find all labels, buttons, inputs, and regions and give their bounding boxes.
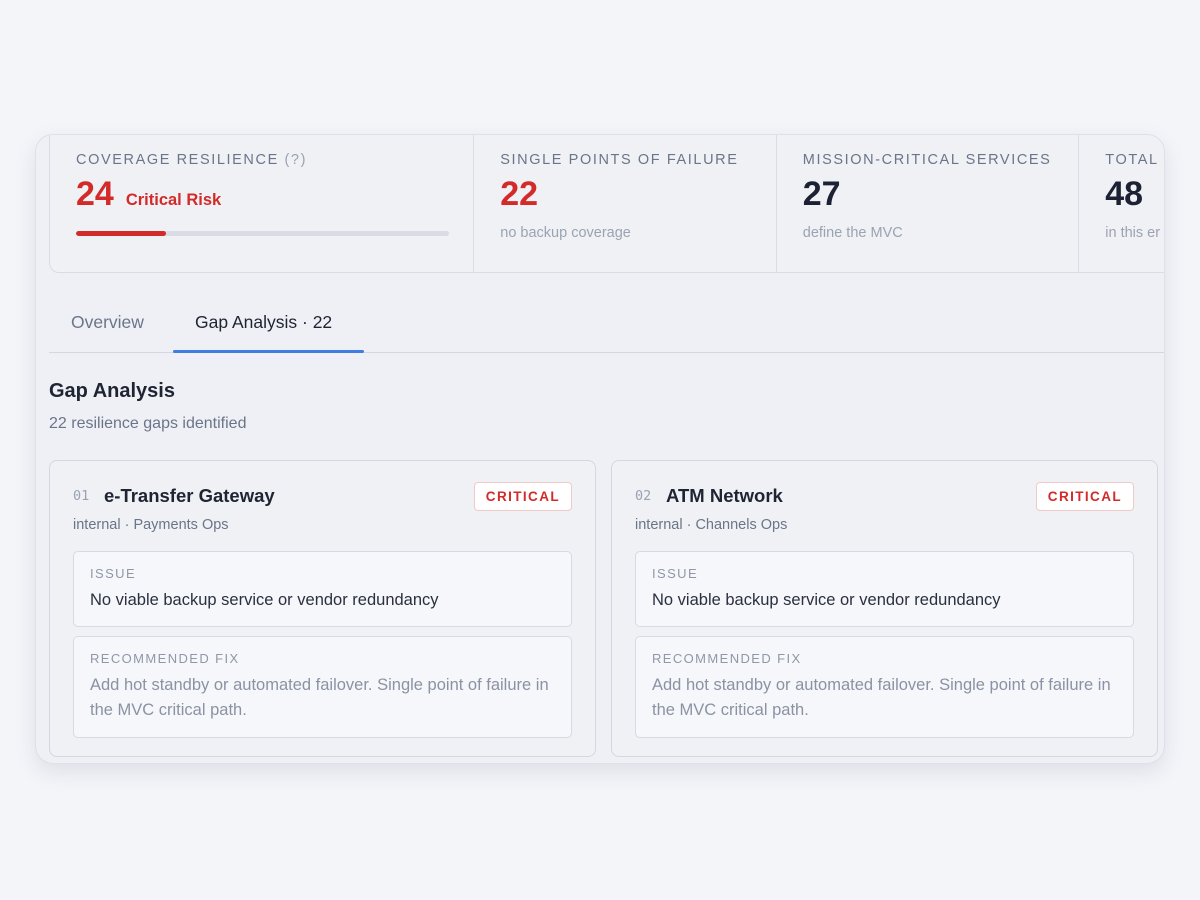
stat-value: 24 <box>76 175 114 213</box>
gap-title: e-Transfer Gateway <box>104 485 275 506</box>
stat-value: 27 <box>802 175 841 213</box>
stat-subtext: define the MVC <box>802 225 903 241</box>
stat-mission-critical-services: Mission-Critical Services 27 define the … <box>777 135 1080 272</box>
stat-value: 48 <box>1105 175 1144 213</box>
issue-text: No viable backup service or vendor redun… <box>652 591 1001 609</box>
stat-total: Total 48 in this er <box>1079 135 1164 272</box>
gap-meta: internal · Payments Ops <box>73 517 229 533</box>
gap-number: 01 <box>73 488 90 504</box>
section-subtitle: 22 resilience gaps identified <box>49 415 247 432</box>
fix-label: RECOMMENDED FIX <box>90 651 240 666</box>
issue-label: ISSUE <box>90 566 137 581</box>
tab-gap-analysis[interactable]: Gap Analysis · 22 <box>195 312 333 332</box>
stat-label: Total <box>1105 152 1159 168</box>
fix-text: Add hot standby or automated failover. S… <box>90 676 549 719</box>
progress-fill <box>76 231 166 236</box>
stats-bar: Coverage Resilience (?) 24 Critical Risk… <box>49 135 1164 273</box>
fix-label: RECOMMENDED FIX <box>652 651 802 666</box>
stat-subtext: in this er <box>1105 225 1161 241</box>
tab-bar: Overview Gap Analysis · 22 <box>49 295 1164 353</box>
gap-title: ATM Network <box>666 485 783 506</box>
risk-label: Critical Risk <box>125 191 222 209</box>
gap-card[interactable]: 02 ATM Network CRITICAL internal · Chann… <box>611 460 1158 757</box>
tab-overview[interactable]: Overview <box>71 312 144 332</box>
issue-text: No viable backup service or vendor redun… <box>90 591 439 609</box>
stat-label: Mission-Critical Services <box>802 152 1052 168</box>
severity-badge: CRITICAL <box>1035 482 1134 511</box>
help-icon[interactable]: (?) <box>284 152 308 168</box>
fix-box: RECOMMENDED FIX Add hot standby or autom… <box>635 636 1134 738</box>
issue-box: ISSUE No viable backup service or vendor… <box>73 551 572 627</box>
stat-value: 22 <box>500 175 539 213</box>
gap-card[interactable]: 01 e-Transfer Gateway CRITICAL internal … <box>49 460 596 757</box>
fix-box: RECOMMENDED FIX Add hot standby or autom… <box>73 636 572 738</box>
dashboard-card: Coverage Resilience (?) 24 Critical Risk… <box>35 134 1165 764</box>
gap-number: 02 <box>635 488 652 504</box>
dashboard-viewport: Coverage Resilience (?) 24 Critical Risk… <box>49 135 1164 763</box>
fix-text: Add hot standby or automated failover. S… <box>652 676 1111 719</box>
resilience-progress-bar <box>76 231 449 236</box>
issue-label: ISSUE <box>652 566 699 581</box>
stat-subtext: no backup coverage <box>500 225 631 241</box>
severity-badge: CRITICAL <box>473 482 572 511</box>
gap-meta: internal · Channels Ops <box>635 517 788 533</box>
stat-coverage-resilience: Coverage Resilience (?) 24 Critical Risk <box>50 135 475 272</box>
stat-label: Coverage Resilience (?) <box>76 152 308 168</box>
stat-label: Single Points of Failure <box>500 152 739 168</box>
issue-box: ISSUE No viable backup service or vendor… <box>635 551 1134 627</box>
stat-single-points-of-failure: Single Points of Failure 22 no backup co… <box>474 135 777 272</box>
active-tab-indicator <box>173 350 364 353</box>
section-title: Gap Analysis <box>49 380 175 402</box>
